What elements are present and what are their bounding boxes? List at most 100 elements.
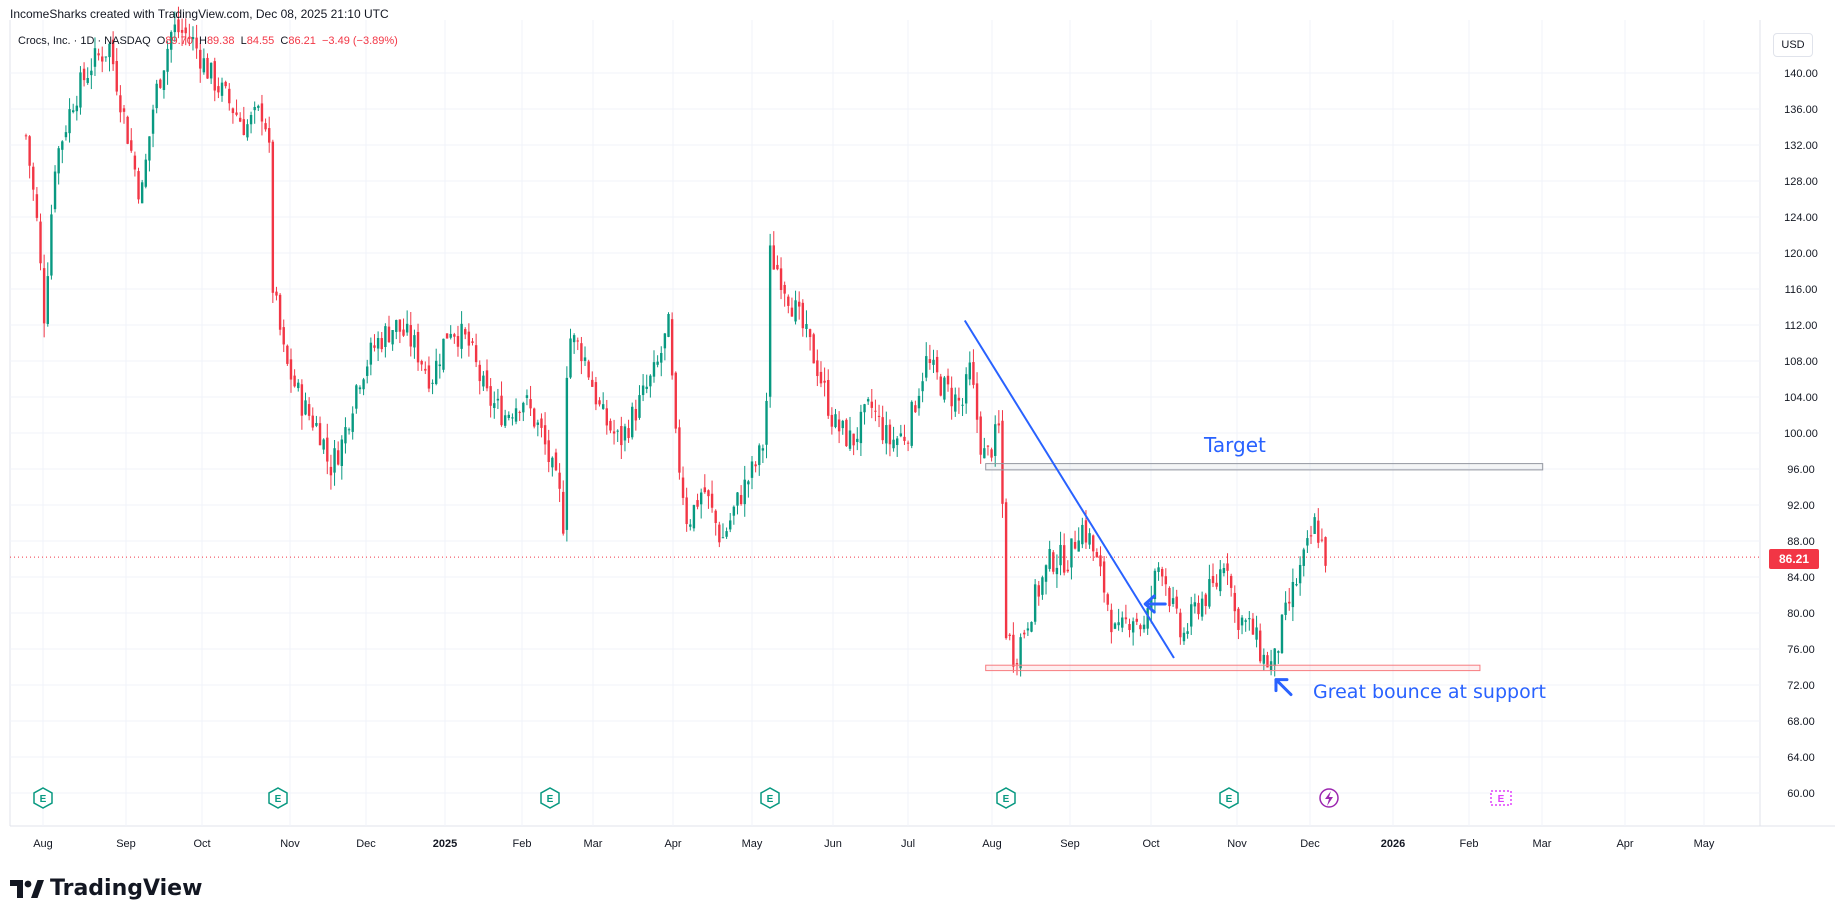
candle-body xyxy=(888,424,892,445)
candle-body xyxy=(71,110,75,113)
candle-body xyxy=(278,294,282,330)
candle-body xyxy=(972,362,975,385)
candle-body xyxy=(714,510,717,524)
candle-body xyxy=(391,329,394,345)
earnings-letter: E xyxy=(275,794,282,805)
candle-body xyxy=(90,70,93,76)
candle-body xyxy=(111,39,115,65)
candle-body xyxy=(442,338,445,370)
earnings-icon[interactable] xyxy=(760,787,780,809)
symbol-legend: Crocs, Inc. · 1D · NASDAQ O89.70 H89.38 … xyxy=(18,35,398,47)
candle-body xyxy=(460,323,463,349)
candle-body xyxy=(434,360,438,384)
price-axis[interactable]: 60.00 64.00 68.00 72.00 76.00 80.00 84.00 88.00… xyxy=(1784,68,1818,800)
candle-body xyxy=(1033,584,1037,622)
candle-body xyxy=(856,438,859,443)
candle-body xyxy=(133,155,137,170)
candle-body xyxy=(794,300,797,322)
candle-body xyxy=(1266,655,1269,668)
tradingview-logo[interactable]: TradingView xyxy=(10,876,202,901)
earnings-icon[interactable] xyxy=(996,787,1016,809)
candle-body xyxy=(823,380,826,383)
y-tick-label: 108.00 xyxy=(1784,356,1818,368)
candle-body xyxy=(180,29,184,33)
candle-body xyxy=(64,132,68,138)
candle-body xyxy=(783,284,786,294)
candle-body xyxy=(529,399,532,409)
candle-body xyxy=(975,383,979,420)
candle-body xyxy=(380,338,383,350)
candle-body xyxy=(1197,602,1200,615)
candle-body xyxy=(896,438,899,446)
candle-body xyxy=(1135,618,1138,622)
candle-body xyxy=(333,448,336,473)
candle-body xyxy=(162,70,166,91)
earnings-icon[interactable] xyxy=(268,787,288,809)
candle-body xyxy=(678,427,681,473)
candle-body xyxy=(1309,535,1313,537)
candle-body xyxy=(474,345,478,363)
candle-body xyxy=(1008,634,1011,636)
currency-button[interactable]: USD xyxy=(1773,33,1813,57)
close-label: C xyxy=(280,35,289,47)
x-tick-label: Apr xyxy=(664,838,681,850)
candle-body xyxy=(1081,524,1084,545)
x-tick-label: May xyxy=(742,838,763,850)
candle-body xyxy=(805,324,808,329)
candle-body xyxy=(431,382,434,384)
candle-body xyxy=(729,520,732,530)
candle-body xyxy=(1041,577,1044,595)
candle-body xyxy=(816,360,819,377)
candle-body xyxy=(293,375,296,387)
candle-body xyxy=(231,108,235,114)
x-tick-label: Aug xyxy=(33,838,53,850)
candle-body xyxy=(1131,621,1135,633)
candle-body xyxy=(347,429,351,431)
candle-body xyxy=(1262,654,1266,664)
earnings-icon[interactable] xyxy=(33,787,53,809)
x-tick-label: Nov xyxy=(1227,838,1247,850)
candle-body xyxy=(1219,569,1222,592)
candle-body xyxy=(1237,608,1240,630)
earnings-icon[interactable] xyxy=(540,787,560,809)
candle-body xyxy=(199,49,202,69)
support-zone xyxy=(985,664,1481,672)
candle-body xyxy=(82,68,86,81)
candle-body xyxy=(1248,618,1251,620)
candle-body xyxy=(104,56,108,58)
candle-body xyxy=(899,433,903,437)
x-tick-label: Sep xyxy=(116,838,136,850)
candle-body xyxy=(453,334,456,337)
candle-body xyxy=(449,333,452,338)
candle-body xyxy=(812,334,815,364)
candle-body xyxy=(790,307,794,317)
bounce-arrow xyxy=(1274,678,1293,697)
earnings-icon[interactable] xyxy=(1219,787,1239,809)
candle-body xyxy=(772,245,775,270)
candle-body xyxy=(725,531,728,537)
candle-body xyxy=(859,411,863,444)
candle-body xyxy=(572,335,576,343)
upcoming-earnings-icon[interactable] xyxy=(1490,790,1512,806)
candle-body xyxy=(1099,555,1102,567)
candle-body xyxy=(750,461,754,478)
candle-body xyxy=(649,375,652,387)
candle-body xyxy=(1168,587,1171,607)
candle-body xyxy=(703,487,707,493)
candle-body xyxy=(140,182,144,204)
time-axis[interactable]: Aug Sep Oct Nov Dec 2025 Feb Mar Apr May Jun Jul Aug… xyxy=(33,838,1715,850)
candle-body xyxy=(206,57,209,79)
candle-body xyxy=(344,427,347,444)
candle-body xyxy=(979,416,982,455)
candle-body xyxy=(355,385,358,409)
candle-body xyxy=(376,338,380,349)
candle-body xyxy=(405,323,409,333)
candle-body xyxy=(119,95,122,113)
open-value: 89.70 xyxy=(165,35,193,47)
candle-body xyxy=(1317,520,1320,543)
candle-body xyxy=(188,37,191,39)
candle-body xyxy=(631,406,634,438)
y-tick-label: 68.00 xyxy=(1787,716,1815,728)
candle-body xyxy=(184,27,187,34)
